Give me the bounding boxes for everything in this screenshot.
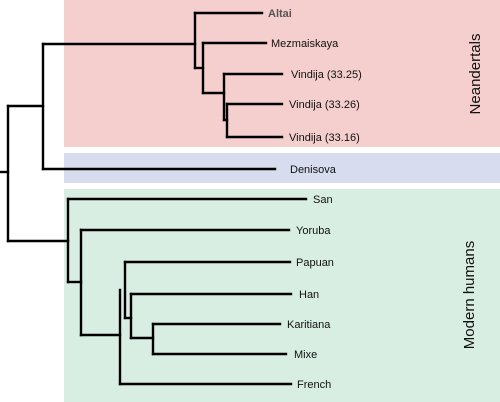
leaf-label-vindija-33-26: Vindija (33.26) (289, 99, 360, 111)
leaf-label-french: French (297, 379, 331, 391)
tree-branches (0, 11, 308, 386)
group-label-neandertals: Neandertals (467, 34, 484, 115)
leaf-label-altai: Altai (268, 8, 292, 20)
leaf-label-san: San (313, 194, 333, 206)
group-label-modern-humans: Modern humans (461, 241, 478, 349)
leaf-label-denisova: Denisova (290, 164, 337, 176)
leaf-label-mixe: Mixe (294, 349, 317, 361)
leaf-labels: Altai Mezmaiskaya Vindija (33.25) Vindij… (268, 8, 362, 391)
modern-humans-band (64, 189, 500, 402)
leaf-label-papuan: Papuan (296, 257, 334, 269)
leaf-label-vindija-33-25: Vindija (33.25) (291, 69, 362, 81)
leaf-label-yoruba: Yoruba (296, 225, 331, 237)
leaf-label-vindija-33-16: Vindija (33.16) (289, 132, 360, 144)
leaf-label-han: Han (299, 289, 319, 301)
leaf-label-karitiana: Karitiana (287, 319, 331, 331)
leaf-label-mezmaiskaya: Mezmaiskaya (271, 38, 339, 50)
